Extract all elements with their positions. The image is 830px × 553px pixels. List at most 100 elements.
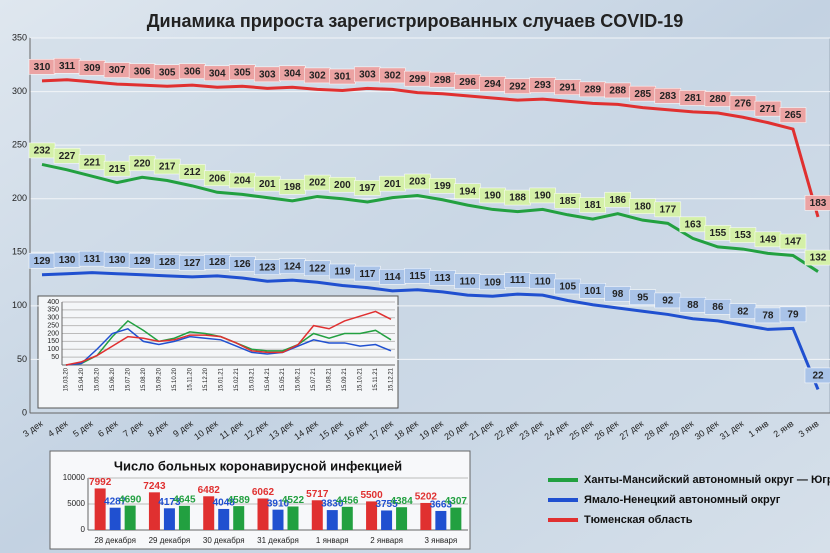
x-tick-label: 15.04.20 (79, 367, 85, 391)
value-label: 105 (559, 282, 576, 293)
value-label: 128 (159, 257, 176, 268)
value-label: 86 (712, 302, 724, 313)
value-label: 6482 (198, 485, 221, 496)
value-label: 212 (184, 167, 201, 178)
y-tick-label: 0 (22, 407, 27, 417)
bar (287, 506, 299, 530)
y-tick-label: 150 (47, 338, 59, 345)
x-tick-label: 15.08.20 (141, 367, 147, 391)
value-label: 177 (659, 204, 676, 215)
value-label: 303 (259, 69, 276, 80)
bar (420, 502, 432, 530)
value-label: 305 (159, 67, 176, 78)
bar (218, 508, 230, 530)
value-label: 198 (284, 182, 301, 193)
value-label: 4384 (390, 496, 413, 507)
value-label: 153 (735, 230, 752, 241)
x-tick-label: 3 января (424, 536, 457, 545)
y-tick-label: 10000 (63, 473, 86, 482)
value-label: 197 (359, 183, 376, 194)
value-label: 186 (609, 195, 626, 206)
bar (450, 507, 462, 530)
series-line (41, 162, 819, 273)
value-label: 181 (584, 200, 601, 211)
value-label: 82 (737, 306, 749, 317)
value-label: 128 (209, 257, 226, 268)
value-label: 113 (434, 273, 451, 284)
value-label: 123 (259, 262, 276, 273)
value-label: 307 (109, 65, 126, 76)
x-tick-label: 15.05.21 (280, 367, 286, 391)
x-tick-label: 15.11.21 (373, 367, 379, 391)
value-label: 4287 (104, 496, 127, 507)
value-label: 310 (34, 62, 51, 73)
x-tick-label: 15.10.21 (358, 367, 364, 391)
value-label: 4307 (445, 496, 468, 507)
bar (366, 501, 378, 530)
bar (148, 492, 160, 530)
x-tick-label: 15.01.21 (218, 367, 224, 391)
value-label: 293 (534, 80, 551, 91)
value-label: 119 (334, 267, 351, 278)
bar (109, 507, 121, 530)
y-tick-label: 400 (47, 299, 59, 306)
value-label: 305 (234, 67, 251, 78)
y-tick-label: 150 (12, 247, 27, 257)
bar (381, 510, 393, 530)
x-tick-label: 15.10.20 (172, 367, 178, 391)
value-label: 126 (234, 259, 251, 270)
legend-label: Ханты-Мансийский автономный округ — Югра (584, 474, 830, 486)
bar (94, 488, 106, 530)
value-label: 199 (434, 181, 451, 192)
value-label-box (654, 201, 682, 218)
legend-label: Тюменская область (584, 514, 693, 526)
x-tick-label: 15.09.20 (156, 367, 162, 391)
value-label: 301 (334, 72, 351, 83)
y-tick-label: 50 (17, 354, 27, 364)
value-label: 302 (384, 71, 401, 82)
value-label: 206 (209, 173, 226, 184)
value-label-box (804, 249, 830, 266)
value-label-box (779, 233, 807, 250)
value-label: 130 (109, 255, 126, 266)
value-label: 111 (510, 275, 526, 286)
value-label: 129 (134, 256, 151, 267)
value-label-box (779, 306, 807, 323)
value-label: 227 (59, 151, 76, 162)
value-label: 95 (637, 292, 649, 303)
y-tick-label: 50 (51, 354, 59, 361)
bar (203, 496, 215, 530)
value-label-box (804, 195, 830, 211)
value-label: 3910 (267, 498, 290, 509)
value-label: 149 (760, 234, 777, 245)
value-label: 185 (559, 196, 576, 207)
value-label: 114 (384, 272, 401, 283)
bar (435, 510, 447, 530)
value-label: 147 (785, 237, 802, 248)
value-label: 203 (409, 177, 426, 188)
value-label: 79 (787, 309, 799, 320)
value-label: 5202 (415, 492, 438, 503)
value-label: 122 (309, 263, 326, 274)
value-label: 190 (484, 191, 501, 202)
value-label: 281 (684, 93, 701, 104)
value-label: 7243 (143, 481, 166, 492)
x-tick-label: 15.04.21 (265, 367, 271, 391)
value-label: 215 (109, 164, 126, 175)
value-label: 6062 (252, 487, 275, 498)
value-label: 265 (785, 110, 802, 121)
value-label: 201 (384, 179, 401, 190)
x-tick-label: 1 января (316, 536, 349, 545)
value-label-box (804, 367, 830, 384)
x-tick-label: 2 января (370, 536, 403, 545)
value-label: 289 (584, 84, 601, 95)
value-label: 127 (184, 258, 201, 269)
x-tick-label: 15.07.20 (125, 367, 131, 391)
value-label: 288 (609, 86, 626, 97)
value-label: 180 (634, 201, 651, 212)
value-label: 92 (662, 296, 674, 307)
y-tick-label: 350 (47, 307, 59, 314)
value-label: 304 (284, 68, 301, 79)
value-label: 115 (409, 271, 426, 282)
